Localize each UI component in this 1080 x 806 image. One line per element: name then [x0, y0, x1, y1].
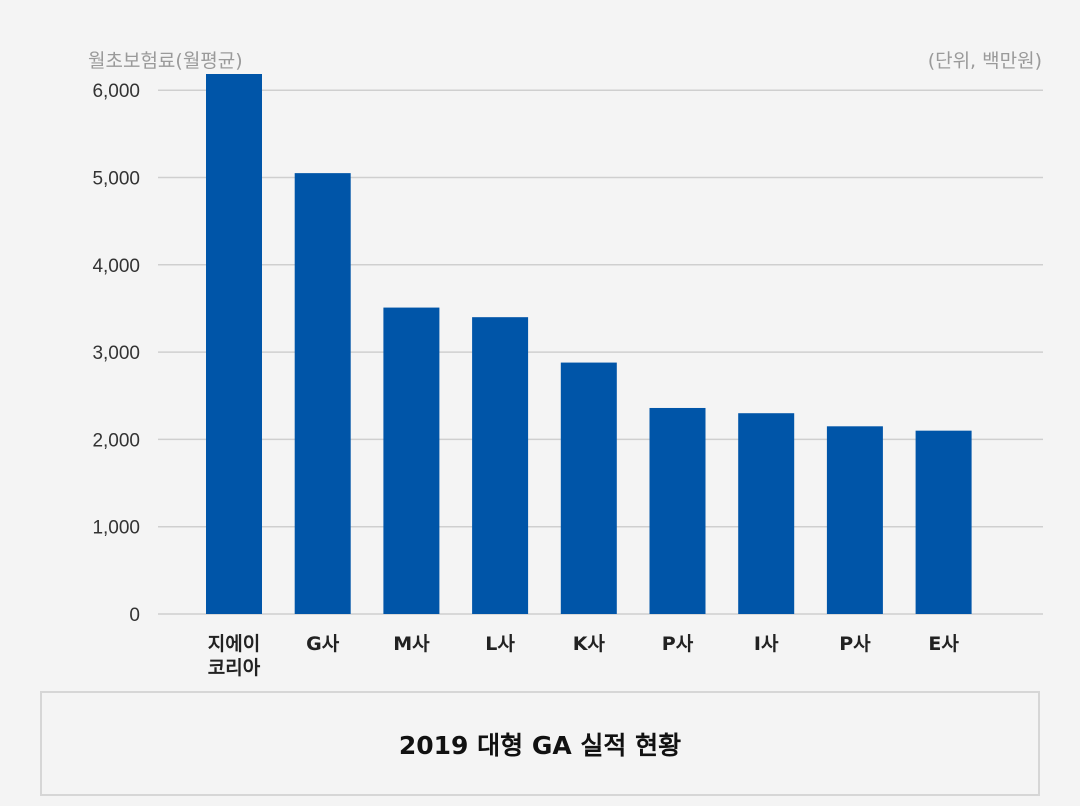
y-tick-label: 4,000: [92, 256, 140, 277]
y-tick-label: 0: [129, 605, 140, 626]
bar: [472, 317, 529, 614]
x-tick-labels: 지에이 코리아 G사 M사 L사 K사 P사 I사 P사 E사: [208, 633, 960, 679]
x-tick-label: I사: [754, 633, 779, 655]
x-tick-label: E사: [928, 633, 959, 655]
x-tick-label: L사: [485, 633, 515, 655]
bar-chart: 0 1,000 2,000 3,000 4,000 5,000 6,000 지에이 코리아 G사…: [92, 74, 1043, 679]
bar: [206, 74, 262, 614]
bar: [738, 413, 795, 614]
x-tick-label: G사: [306, 633, 340, 655]
bar: [915, 430, 972, 614]
caption-box: 2019 대형 GA 실적 현황: [40, 691, 1040, 796]
x-tick-label: P사: [662, 633, 694, 655]
bar: [294, 173, 351, 614]
bar: [560, 362, 617, 614]
x-tick-label: P사: [839, 633, 871, 655]
y-tick-label: 3,000: [92, 343, 140, 364]
unit-label: (단위, 백만원): [927, 50, 1042, 72]
bars: [206, 74, 972, 614]
bar: [649, 407, 706, 614]
y-axis-label: 월초보험료(월평균): [88, 50, 243, 72]
x-tick-label: 지에이 코리아: [208, 633, 261, 679]
bar: [826, 426, 883, 614]
x-tick-label: M사: [393, 633, 430, 655]
y-tick-label: 6,000: [92, 81, 140, 102]
bar: [383, 307, 440, 614]
y-tick-label: 1,000: [92, 518, 140, 539]
y-tick-labels: 0 1,000 2,000 3,000 4,000 5,000 6,000: [92, 81, 140, 626]
x-tick-label: K사: [573, 633, 606, 655]
y-tick-label: 2,000: [92, 430, 140, 451]
y-tick-label: 5,000: [92, 169, 140, 190]
chart-caption: 2019 대형 GA 실적 현황: [398, 730, 682, 760]
